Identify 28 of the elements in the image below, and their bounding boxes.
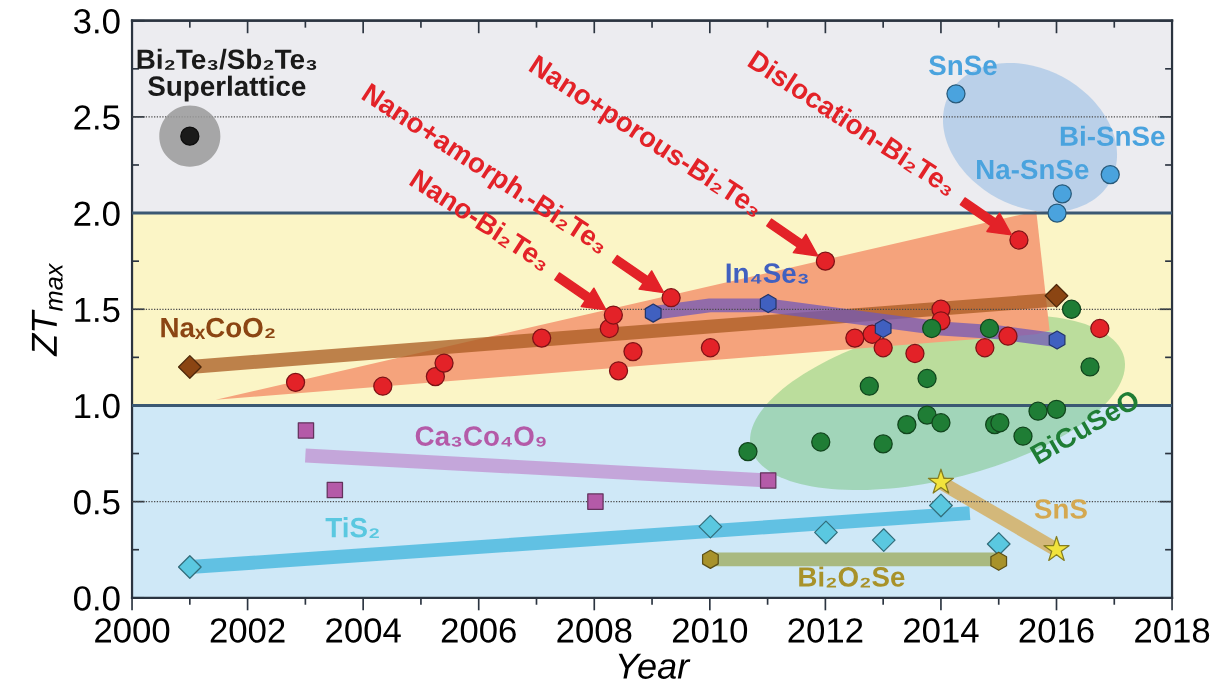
x-tick-label: 2018 [1135, 618, 1210, 643]
x-axis-title: Year [618, 653, 691, 679]
y-tick-label: 1.0 [75, 393, 120, 419]
series-label: Na-SnSe [977, 159, 1089, 180]
y-axis-title: ZT$_{max}$ [31, 262, 63, 357]
x-tick-label: 2002 [210, 618, 285, 643]
series-label: SnS [1034, 499, 1087, 519]
y-tick-label: 0.5 [74, 489, 120, 515]
series-label: NaₓCoO₂ [161, 317, 275, 340]
text: Bi₂O₂Se [799, 566, 905, 588]
x-tick-label: 2010 [672, 618, 748, 643]
x-tick-label: 2012 [788, 618, 863, 643]
y-tick-label: 2.5 [74, 105, 120, 130]
y-tick-label: 2.0 [74, 201, 120, 226]
x-tick-label: 2014 [904, 618, 979, 643]
x-tick-label: 2004 [326, 618, 401, 643]
x-tick-label: 2006 [441, 618, 516, 643]
x-tick-label: 2000 [95, 618, 170, 643]
y-tick-label: 0.0 [74, 586, 120, 611]
series-label: In₄Se₃ [726, 263, 808, 284]
x-tick-label: 2016 [1019, 618, 1094, 643]
text: TiS₂ [325, 517, 379, 539]
y-tick-label: 3.0 [73, 9, 120, 34]
text: Ca₃Co₄O₉ [415, 426, 546, 447]
x-tick-label: 2008 [557, 618, 632, 643]
series-label: Bi₂Te₃/Sb₂Te₃ Superlattice [137, 48, 317, 102]
y-tick-label: 1.5 [75, 297, 120, 323]
series-label: Bi-SnSe [1060, 125, 1165, 147]
